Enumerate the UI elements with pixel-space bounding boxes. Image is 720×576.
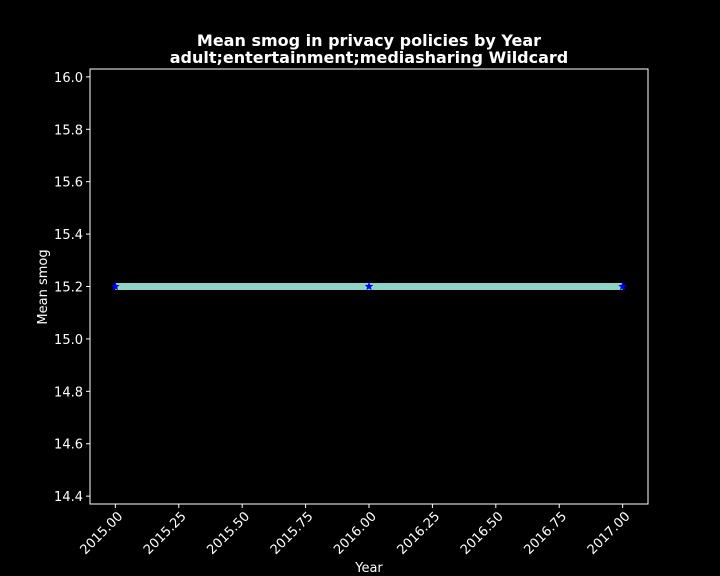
y-tick-label: 15.0 (54, 333, 83, 348)
data-point (110, 281, 120, 291)
y-tick-label: 15.2 (54, 281, 83, 296)
x-tick-label: 2016.25 (395, 509, 444, 558)
x-tick-label: 2015.00 (78, 509, 127, 558)
x-tick-label: 2016.75 (521, 509, 570, 558)
x-tick-label: 2015.50 (204, 509, 253, 558)
x-tick-label: 2015.75 (268, 509, 317, 558)
x-axis: 2015.00 2015.25 2015.50 2015.75 2016.00 2016.… (78, 504, 634, 558)
x-tick-label: 2016.00 (331, 509, 380, 558)
x-tick-label: 2016.50 (458, 509, 507, 558)
plot-frame (89, 68, 649, 505)
y-tick-label: 15.8 (54, 123, 83, 138)
plot-series (110, 281, 628, 291)
y-tick-label: 14.6 (54, 438, 83, 453)
y-tick-label: 16.0 (54, 71, 83, 86)
y-axis-label: Mean smog (36, 249, 51, 324)
x-axis-label: Year (354, 561, 383, 576)
chart-title: Mean smog in privacy policies by Year (197, 31, 541, 50)
y-tick-label: 14.4 (54, 490, 83, 505)
x-tick-label: 2017.00 (585, 509, 634, 558)
y-axis: 14.4 14.6 14.8 15.0 15.2 15.4 15.6 15.8 16.0 (54, 71, 90, 505)
y-tick-label: 14.8 (54, 385, 83, 400)
y-tick-label: 15.4 (54, 228, 83, 243)
chart-subtitle: adult;entertainment;mediasharing Wildcar… (170, 48, 569, 67)
data-point (618, 281, 628, 291)
data-point (364, 281, 374, 291)
x-tick-label: 2015.25 (141, 509, 190, 558)
y-tick-label: 15.6 (54, 176, 83, 191)
